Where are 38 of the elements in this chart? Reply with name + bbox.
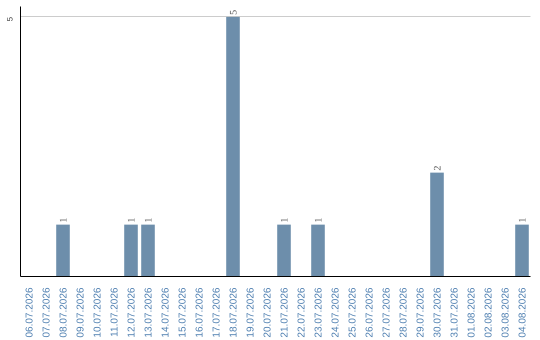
x-tick-label: 23.07.2026 <box>314 287 324 338</box>
x-tick-label: 09.07.2026 <box>76 287 86 338</box>
x-tick-label: 18.07.2026 <box>228 287 240 338</box>
data-label: 1 <box>144 218 154 223</box>
x-tick-label: 24.07.2026 <box>330 287 342 338</box>
x-tick-label: 01.08.2026 <box>466 287 478 338</box>
x-tick-label: 12.07.2026 <box>126 287 138 338</box>
x-tick-label: 19.07.2026 <box>246 287 256 338</box>
x-tick-label: 06.07.2026 <box>24 287 36 338</box>
data-label: 1 <box>126 218 138 223</box>
x-tick-label: 17.07.2026 <box>212 287 222 338</box>
x-tick-label: 10.07.2026 <box>92 287 104 338</box>
x-tick-label: 15.07.2026 <box>178 287 188 338</box>
data-label: 1 <box>518 218 528 223</box>
x-tick-label: 03.08.2026 <box>500 287 512 338</box>
x-tick-label: 11.07.2026 <box>110 287 120 337</box>
data-label: 1 <box>58 218 70 223</box>
x-tick-label: 16.07.2026 <box>194 287 206 338</box>
x-tick-label: 27.07.2026 <box>382 287 392 338</box>
data-label: 5 <box>228 10 240 15</box>
x-tick-label: 26.07.2026 <box>364 287 376 338</box>
x-tick-label: 29.07.2026 <box>416 287 426 338</box>
x-tick-label: 30.07.2026 <box>432 287 444 338</box>
x-tick-label: 21.07.2026 <box>280 287 290 338</box>
data-label: 1 <box>314 218 324 223</box>
x-tick-label: 28.07.2026 <box>398 287 410 338</box>
x-tick-label: 14.07.2026 <box>160 287 172 338</box>
x-tick-label: 07.07.2026 <box>42 287 52 338</box>
data-label: 1 <box>280 218 290 223</box>
x-tick-label: 20.07.2026 <box>262 287 274 338</box>
x-tick-label: 08.07.2026 <box>58 287 70 338</box>
x-tick-label: 02.08.2026 <box>484 287 494 338</box>
x-tick-label: 22.07.2026 <box>296 287 308 338</box>
x-tick-label: 13.07.2026 <box>144 287 154 338</box>
data-label: 2 <box>432 166 444 171</box>
x-tick-label: 31.07.2026 <box>450 287 460 338</box>
x-tick-label: 25.07.2026 <box>348 287 358 338</box>
x-tick-label: 04.08.2026 <box>518 287 528 338</box>
